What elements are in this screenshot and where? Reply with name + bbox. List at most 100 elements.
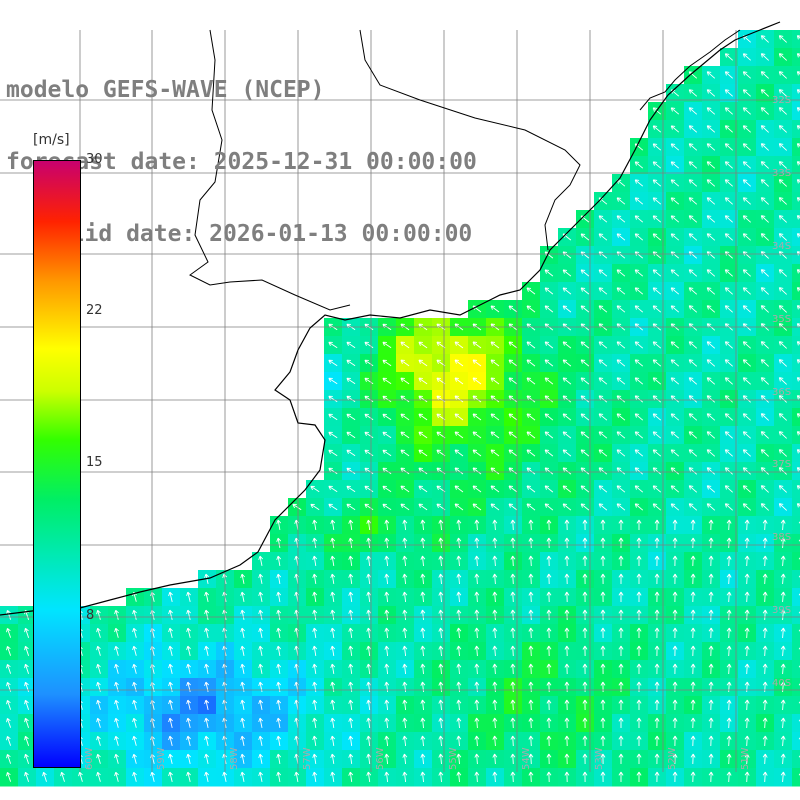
wind-arrow [724, 53, 733, 61]
wind-arrow [670, 125, 680, 133]
wind-arrow [186, 645, 191, 657]
wind-arrow [762, 645, 768, 657]
wind-arrow [330, 609, 336, 620]
wind-arrow [6, 699, 12, 710]
wind-arrow [796, 71, 800, 76]
wind-arrow [328, 413, 338, 421]
wind-arrow [760, 89, 770, 97]
wind-cell [792, 498, 800, 517]
wind-arrow [204, 735, 210, 746]
wind-arrow [114, 663, 119, 674]
wind-arrow [168, 645, 173, 657]
wind-arrow [760, 251, 770, 259]
wind-arrow [778, 305, 788, 313]
wind-arrow [634, 215, 644, 223]
wind-arrow [688, 359, 698, 367]
wind-arrow [690, 771, 696, 783]
wind-arrow [708, 717, 714, 729]
wind-arrow [564, 645, 570, 657]
wind-cell [792, 66, 800, 85]
wind-arrow [598, 341, 608, 349]
wind-arrow [24, 645, 30, 656]
wind-arrow [798, 557, 800, 560]
wind-arrow [418, 395, 428, 403]
wind-arrow [598, 287, 608, 295]
wind-arrow [706, 161, 716, 169]
wind-arrow [724, 287, 733, 295]
wind-arrow [600, 735, 606, 747]
wind-arrow [726, 771, 732, 783]
wind-arrow [544, 485, 554, 493]
wind-arrow [366, 555, 372, 567]
wind-arrow [438, 573, 444, 585]
wind-arrow [420, 753, 426, 765]
wind-arrow [546, 645, 552, 657]
wind-arrow [726, 663, 732, 675]
wind-arrow [742, 467, 751, 475]
wind-arrow [796, 125, 800, 130]
wind-arrow [762, 717, 768, 729]
wind-arrow [616, 197, 626, 205]
wind-arrow [528, 753, 534, 765]
wind-arrow [690, 555, 696, 567]
wind-arrow [616, 413, 626, 421]
wind-arrow [400, 431, 410, 439]
wind-arrow [760, 395, 770, 403]
wind-arrow [526, 377, 536, 385]
wind-arrow [328, 503, 338, 511]
wind-arrow [600, 663, 606, 675]
wind-arrow [778, 413, 788, 421]
wind-arrow [546, 573, 552, 585]
wind-arrow [742, 107, 751, 115]
wind-arrow [294, 771, 300, 782]
wind-arrow [778, 215, 788, 223]
longitude-labels: 60W 59W 58W 57W 56W 55W 54W 53W 52W 51W [84, 747, 751, 770]
wind-arrow [400, 395, 410, 403]
wind-arrow [454, 377, 464, 385]
wind-arrow [564, 663, 570, 675]
wind-arrow [780, 645, 786, 657]
wind-arrow [240, 699, 246, 710]
wind-arrow [382, 359, 392, 367]
wind-arrow [742, 485, 751, 493]
wind-arrow [744, 645, 750, 657]
wind-arrow [778, 431, 788, 439]
longitude-label: 55W [448, 747, 459, 770]
latitude-label: 39S [772, 605, 791, 616]
wind-arrow [582, 627, 588, 639]
wind-arrow [796, 503, 800, 508]
wind-arrow [438, 771, 444, 783]
wind-arrow [618, 555, 624, 566]
wind-cell [792, 102, 800, 121]
wind-arrow [258, 699, 264, 710]
wind-arrow [330, 537, 336, 548]
wind-arrow [636, 663, 642, 674]
wind-arrow [652, 341, 662, 349]
colorbar-unit: [m/s] [33, 132, 70, 148]
wind-arrow [762, 771, 768, 783]
wind-arrow [706, 305, 716, 313]
wind-arrow [618, 753, 624, 764]
wind-arrow [364, 449, 374, 457]
wind-arrow [438, 717, 444, 729]
wind-cell [792, 660, 800, 679]
wind-arrow [528, 537, 534, 549]
wind-arrow [706, 377, 716, 385]
wind-arrow [760, 485, 770, 493]
wind-arrow [582, 537, 588, 549]
wind-arrow [258, 771, 264, 782]
wind-arrow [418, 467, 428, 475]
wind-arrow [616, 485, 626, 493]
wind-arrow [418, 485, 428, 493]
wind-arrow [400, 341, 410, 349]
wind-arrow [780, 771, 786, 783]
wind-arrow [742, 215, 751, 223]
wind-arrow [418, 431, 428, 439]
wind-arrow [204, 771, 210, 782]
wind-arrow [346, 359, 356, 367]
wind-arrow [742, 125, 751, 133]
wind-arrow [492, 537, 498, 549]
wind-arrow [348, 699, 354, 710]
wind-arrow [762, 573, 768, 585]
wind-arrow [564, 717, 570, 729]
